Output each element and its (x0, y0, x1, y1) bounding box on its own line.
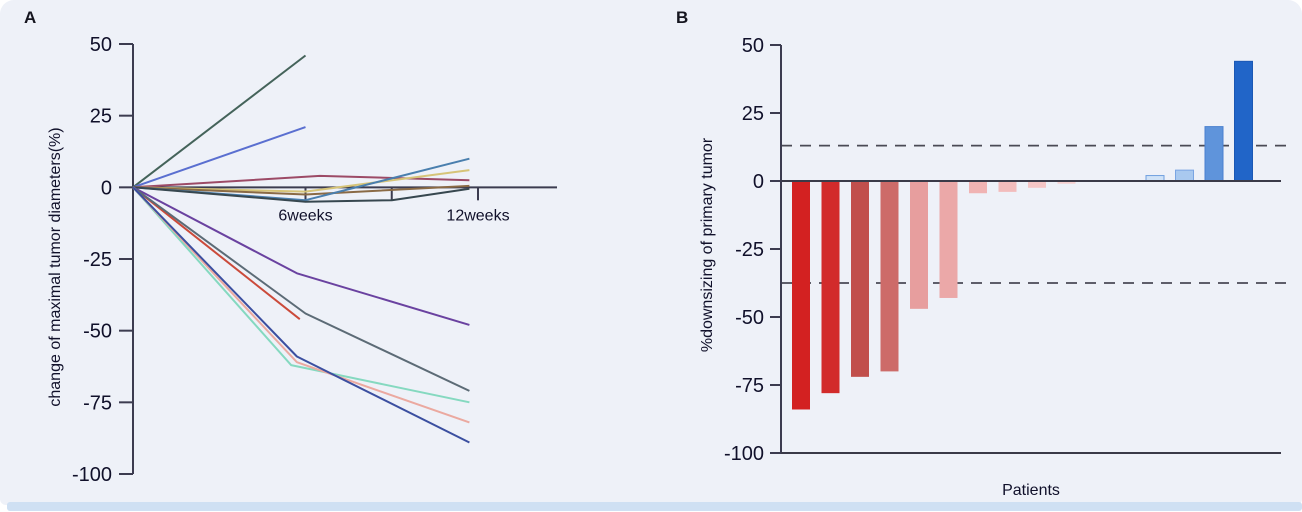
svg-text:Patients: Patients (1002, 482, 1060, 499)
patient-bar-3 (851, 181, 869, 377)
svg-text:-50: -50 (735, 307, 764, 329)
svg-text:-100: -100 (724, 443, 764, 465)
svg-text:50: 50 (90, 34, 112, 56)
patient-line-5 (132, 184, 470, 196)
svg-text:%downsizing of primary tumor: %downsizing of primary tumor (699, 137, 716, 352)
patient-line-10 (132, 186, 470, 392)
patient-bar-16 (1234, 60, 1253, 182)
patient-line-1 (132, 54, 307, 189)
patient-line-11 (132, 186, 470, 404)
svg-text:12weeks: 12weeks (446, 207, 509, 224)
patient-line-13 (132, 186, 470, 444)
patient-bar-9 (1028, 181, 1046, 188)
bottom-accent-strip (7, 502, 1302, 511)
patient-bar-10 (1057, 181, 1076, 184)
patient-line-12 (132, 186, 470, 424)
panel-b-label: B (676, 8, 689, 27)
patient-bar-4 (880, 181, 899, 372)
patient-line-2 (132, 126, 306, 189)
patient-bar-1 (792, 181, 810, 410)
patient-bar-14 (1175, 169, 1194, 182)
patient-bar-8 (998, 181, 1017, 192)
waterfall-plot-svg: 50 25 0 -25 -50 -75 -100 Patients %downsizing of… (699, 35, 1291, 499)
svg-text:-75: -75 (735, 375, 764, 397)
patient-bar-5 (910, 181, 928, 309)
spider-plot-panel: A 50 25 0 -25 -50 -75 -100 6weeks 12weeks change … (24, 8, 557, 486)
panel-a-label: A (24, 8, 37, 27)
svg-text:0: 0 (753, 171, 764, 193)
svg-text:-75: -75 (83, 392, 112, 414)
svg-text:25: 25 (90, 106, 112, 128)
patient-line-9 (132, 186, 470, 326)
svg-text:6weeks: 6weeks (278, 207, 332, 224)
patient-bar-15 (1204, 126, 1224, 182)
svg-text:50: 50 (742, 35, 764, 57)
patient-line-8 (132, 186, 301, 320)
patient-line-3 (132, 174, 470, 189)
patient-bar-2 (821, 181, 840, 394)
svg-text:-25: -25 (83, 249, 112, 271)
patient-bar-7 (969, 181, 987, 194)
svg-text:-25: -25 (735, 239, 764, 261)
svg-text:25: 25 (742, 103, 764, 125)
patient-bar-6 (939, 181, 958, 298)
svg-text:0: 0 (101, 177, 112, 199)
waterfall-plot-panel: B 50 25 0 -25 -50 -75 -100 Patients %downsizing … (651, 0, 1302, 512)
spider-plot-svg: 50 25 0 -25 -50 -75 -100 6weeks 12weeks change of… (47, 34, 557, 486)
svg-text:-50: -50 (83, 321, 112, 343)
patient-line-7 (132, 186, 470, 203)
svg-text:-100: -100 (72, 464, 112, 486)
svg-text:change of maximal tumor diamet: change of maximal tumor diameters(%) (47, 127, 64, 406)
